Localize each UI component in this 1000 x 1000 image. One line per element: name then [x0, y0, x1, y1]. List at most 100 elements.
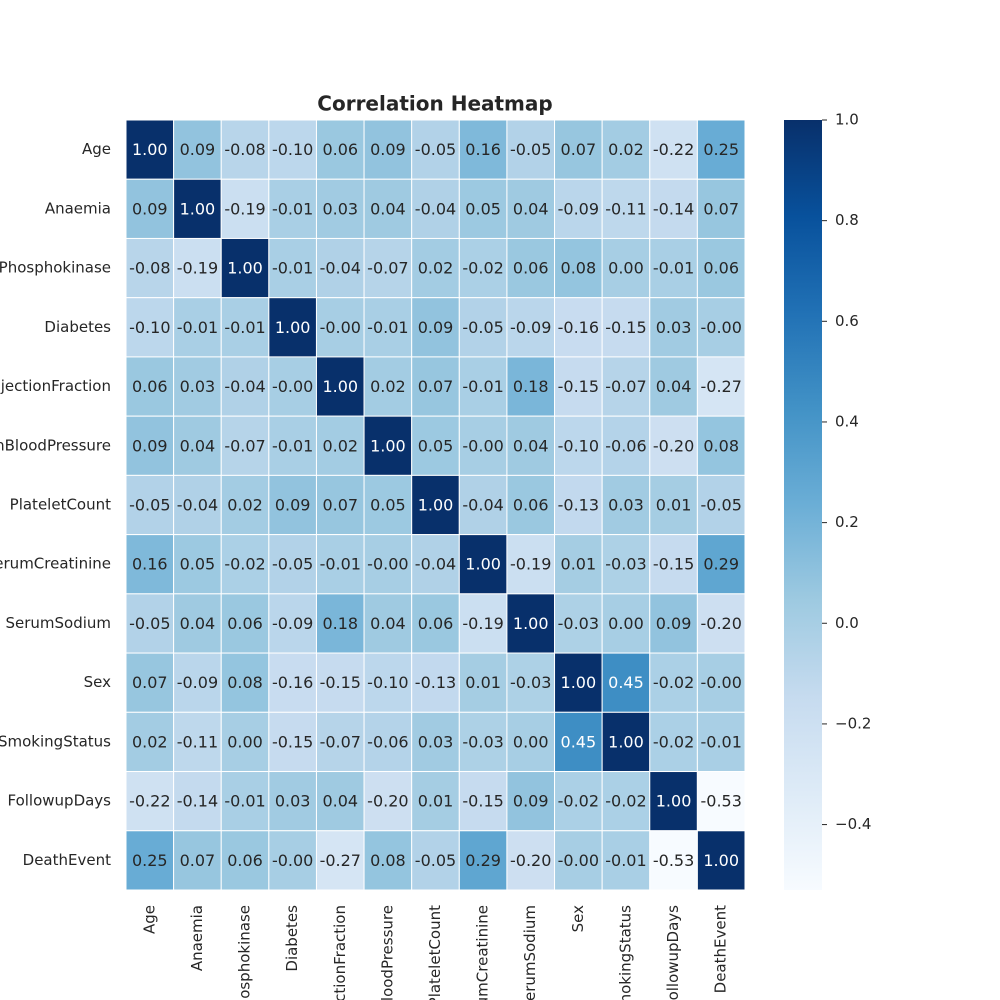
cell-label: -0.05: [415, 851, 456, 870]
cell-label: -0.01: [272, 259, 313, 278]
cell-label: -0.04: [415, 199, 456, 218]
cell-label: -0.19: [177, 259, 218, 278]
cell-label: 0.02: [370, 377, 406, 396]
cell-label: -0.11: [605, 199, 646, 218]
heatmap-cell: [125, 119, 175, 180]
heatmap-cell: [554, 297, 603, 358]
cell-label: -0.04: [462, 496, 503, 515]
heatmap-cell: [411, 415, 460, 476]
heatmap-cell: [696, 356, 746, 417]
cell-label: -0.00: [700, 318, 741, 337]
heatmap-cell: [125, 237, 175, 299]
cell-label: 0.07: [180, 851, 216, 870]
cell-label: 0.02: [418, 259, 454, 278]
cell-label: 0.02: [227, 496, 263, 515]
heatmap-cell: [411, 652, 460, 713]
heatmap-cell: [696, 178, 746, 239]
cell-label: -0.05: [129, 614, 170, 633]
heatmap-cell: [220, 119, 270, 180]
cell-label: -0.03: [558, 614, 599, 633]
cell-label: 0.03: [180, 377, 216, 396]
cell-label: 1.00: [227, 259, 263, 278]
cell-label: -0.13: [415, 673, 456, 692]
cell-label: 1.00: [561, 673, 597, 692]
cell-label: 1.00: [275, 318, 311, 337]
cell-label: -0.00: [272, 377, 313, 396]
cell-label: 0.08: [227, 673, 263, 692]
cell-label: -0.02: [653, 732, 694, 751]
heatmap-cell: [173, 711, 222, 773]
heatmap-cell: [458, 534, 508, 595]
y-tick-label: FollowupDays: [7, 792, 111, 810]
colorbar-tick-label: 0.4: [835, 412, 859, 430]
cell-label: 0.01: [418, 792, 454, 811]
cell-label: 1.00: [180, 199, 216, 218]
heatmap-cell: [268, 711, 317, 773]
cell-label: 0.09: [656, 614, 692, 633]
cell-label: -0.07: [320, 732, 361, 751]
heatmap-cell: [363, 297, 413, 358]
heatmap-cell: [220, 297, 270, 358]
heatmap-cell: [125, 178, 175, 239]
cell-label: -0.05: [129, 496, 170, 515]
cell-label: -0.05: [415, 140, 456, 159]
cell-label: 0.09: [418, 318, 454, 337]
cell-label: 0.03: [656, 318, 692, 337]
heatmap-cell: [268, 652, 317, 713]
cell-label: 0.16: [465, 140, 501, 159]
heatmap-cell: [315, 474, 365, 536]
heatmap-cell: [506, 178, 556, 239]
cell-label: 0.04: [322, 792, 358, 811]
heatmap-cell: [411, 356, 460, 417]
heatmap-cell: [173, 415, 222, 476]
cell-label: -0.09: [558, 199, 599, 218]
cell-label: -0.07: [367, 259, 408, 278]
cell-label: 1.00: [513, 614, 549, 633]
heatmap-cell: [411, 771, 460, 832]
y-tick-label: SerumCreatinine: [0, 555, 111, 573]
cell-label: 0.07: [561, 140, 597, 159]
heatmap-cell: [554, 237, 603, 299]
colorbar-tick-label: 0.0: [835, 614, 859, 632]
heatmap-cell: [601, 534, 651, 595]
cell-label: 0.09: [370, 140, 406, 159]
heatmap-cell: [268, 534, 317, 595]
x-tick-label: SerumCreatinine: [474, 905, 492, 1000]
heatmap-cell: [268, 830, 317, 891]
heatmap-cell: [649, 356, 698, 417]
cell-label: -0.01: [177, 318, 218, 337]
cell-label: 0.04: [656, 377, 692, 396]
cell-label: 0.03: [322, 199, 358, 218]
colorbar: [784, 120, 822, 890]
heatmap-cell: [125, 711, 175, 773]
heatmap-cell: [458, 711, 508, 773]
heatmap-cell: [601, 593, 651, 654]
heatmap-cell: [554, 119, 603, 180]
cell-label: 0.04: [513, 199, 549, 218]
heatmap-cell: [601, 652, 651, 713]
cell-label: 0.29: [703, 555, 739, 574]
cell-label: 0.45: [561, 732, 597, 751]
cell-label: 0.06: [322, 140, 358, 159]
heatmap-cell: [125, 415, 175, 476]
cell-label: -0.03: [462, 732, 503, 751]
heatmap-cell: [268, 415, 317, 476]
heatmap-cell: [601, 297, 651, 358]
cell-label: -0.15: [320, 673, 361, 692]
cell-label: -0.16: [558, 318, 599, 337]
heatmap-cell: [220, 771, 270, 832]
cell-label: -0.04: [177, 496, 218, 515]
cell-label: 0.08: [561, 259, 597, 278]
cell-label: 0.02: [132, 732, 168, 751]
cell-label: -0.01: [367, 318, 408, 337]
cell-label: 0.08: [370, 851, 406, 870]
x-tick-label: SmokingStatus: [616, 905, 634, 1000]
y-tick-label: Age: [82, 140, 111, 158]
heatmap-cell: [315, 830, 365, 891]
heatmap-cell: [696, 237, 746, 299]
cell-label: 0.16: [132, 555, 168, 574]
cell-label: 1.00: [608, 732, 644, 751]
colorbar-tick-label: 0.8: [835, 211, 859, 229]
heatmap-cell: [554, 474, 603, 536]
